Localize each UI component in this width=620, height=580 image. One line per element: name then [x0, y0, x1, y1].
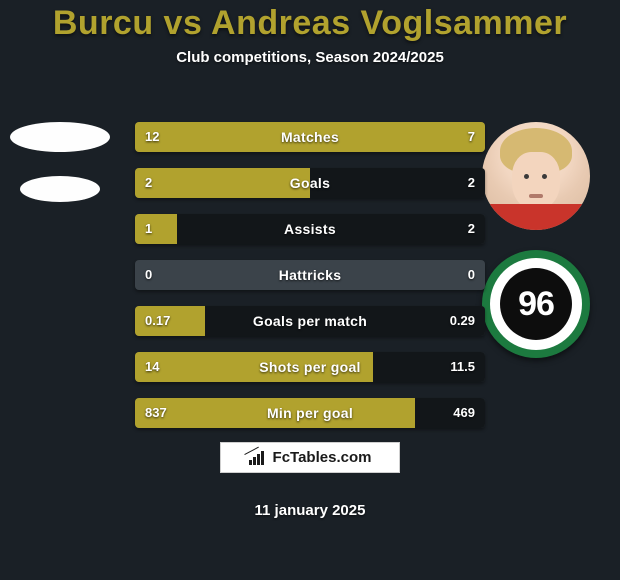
date-label: 11 january 2025	[0, 502, 620, 519]
stat-row: 22Goals	[135, 168, 485, 198]
stat-label: Goals	[135, 168, 485, 198]
stat-row: 0.170.29Goals per match	[135, 306, 485, 336]
stats-rows: 127Matches 22Goals 12Assists 00Hattricks 0.1…	[135, 122, 485, 444]
player-left-club-placeholder	[20, 176, 100, 202]
stat-row: 00Hattricks	[135, 260, 485, 290]
stat-label: Assists	[135, 214, 485, 244]
stat-row: 127Matches	[135, 122, 485, 152]
subtitle: Club competitions, Season 2024/2025	[0, 49, 620, 66]
fctables-watermark: FcTables.com	[220, 442, 400, 473]
fctables-label: FcTables.com	[273, 449, 372, 466]
stat-label: Hattricks	[135, 260, 485, 290]
stat-label: Shots per goal	[135, 352, 485, 382]
stat-row: 837469Min per goal	[135, 398, 485, 428]
player-left-avatar-placeholder	[10, 122, 110, 152]
stat-label: Goals per match	[135, 306, 485, 336]
page-title: Burcu vs Andreas Voglsammer	[0, 0, 620, 43]
player-right-club-badge: 96	[482, 250, 590, 358]
stat-label: Matches	[135, 122, 485, 152]
player-right-avatar	[482, 122, 590, 230]
stat-row: 12Assists	[135, 214, 485, 244]
badge-text: 96	[518, 285, 554, 324]
stat-label: Min per goal	[135, 398, 485, 428]
fctables-icon	[249, 451, 267, 465]
stat-row: 1411.5Shots per goal	[135, 352, 485, 382]
